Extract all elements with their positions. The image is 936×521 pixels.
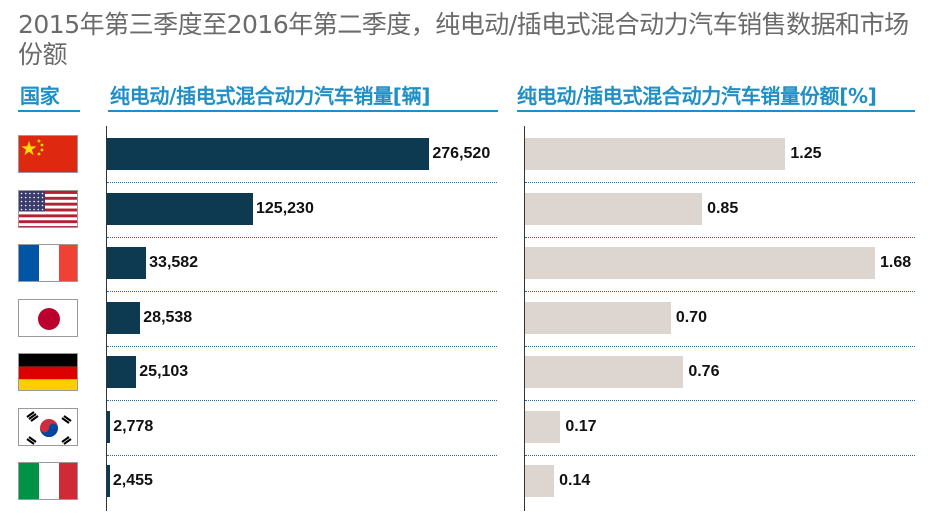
share-label-germany: 0.76	[688, 363, 720, 380]
volume-label-italy: 2,455	[112, 472, 153, 489]
china-flag-graphic	[19, 136, 77, 172]
volume-label-germany: 25,103	[139, 363, 189, 380]
share-axis	[524, 126, 525, 511]
volume-label-france: 33,582	[149, 254, 199, 271]
volume-axis	[106, 126, 107, 511]
volume-bar-usa	[107, 192, 253, 225]
share-header-rule	[517, 110, 915, 112]
row-separator	[525, 182, 915, 183]
share-label-usa: 0.85	[707, 199, 739, 217]
germany-flag	[18, 353, 78, 391]
share-label-korea: 0.17	[565, 417, 597, 435]
share-bar-korea	[525, 410, 561, 443]
volume-bar-italy	[107, 465, 110, 497]
share-bar-france	[525, 247, 875, 279]
row-separator	[525, 345, 915, 347]
volume-label-japan: 28,538	[143, 308, 193, 326]
row-separator	[107, 454, 497, 456]
country-header: 国家	[20, 84, 60, 108]
volume-bar-japan	[107, 301, 141, 334]
italy-flag-graphic	[19, 463, 77, 499]
italy-flag	[18, 462, 78, 500]
korea-flag	[18, 407, 78, 446]
row-separator	[107, 182, 497, 183]
share-bar-usa	[525, 192, 703, 225]
volume-label-usa: 125,230	[256, 199, 314, 217]
chart-title: 2015年第三季度至2016年第二季度，纯电动/插电式混合动力汽车销售数据和市场…	[18, 10, 909, 69]
share-label-japan: 0.70	[675, 308, 707, 326]
row-separator	[107, 400, 497, 401]
japan-flag-graphic	[19, 299, 77, 336]
row-separator	[525, 400, 915, 401]
share-header: 纯电动/插电式混合动力汽车销量份额[%]	[517, 84, 877, 108]
share-bar-italy	[525, 465, 555, 497]
row-separator	[525, 291, 915, 292]
volume-bar-korea	[107, 410, 111, 443]
volume-label-korea: 2,778	[113, 417, 154, 435]
germany-flag-graphic	[19, 354, 77, 390]
volume-header: 纯电动/插电式混合动力汽车销量[辆]	[110, 84, 431, 108]
row-separator	[107, 291, 497, 292]
volume-bar-germany	[107, 356, 137, 388]
usa-flag-graphic	[19, 190, 77, 227]
volume-label-china: 276,520	[432, 145, 491, 162]
usa-flag	[18, 189, 78, 228]
share-label-france: 1.68	[880, 254, 912, 271]
row-separator	[525, 236, 915, 238]
country-header-rule	[18, 110, 80, 112]
row-separator	[107, 236, 497, 238]
row-separator	[107, 345, 497, 347]
share-label-china: 1.25	[790, 145, 822, 162]
row-separator	[525, 454, 915, 456]
volume-bar-china	[107, 138, 430, 170]
volume-header-rule	[108, 110, 498, 112]
france-flag	[18, 244, 78, 282]
share-bar-japan	[525, 301, 671, 334]
share-label-italy: 0.14	[559, 472, 591, 489]
share-bar-china	[525, 138, 786, 170]
france-flag-graphic	[19, 245, 77, 281]
china-flag	[18, 135, 78, 173]
share-bar-germany	[525, 356, 684, 388]
japan-flag	[18, 298, 78, 337]
volume-bar-france	[107, 247, 147, 279]
korea-flag-graphic	[19, 408, 77, 445]
